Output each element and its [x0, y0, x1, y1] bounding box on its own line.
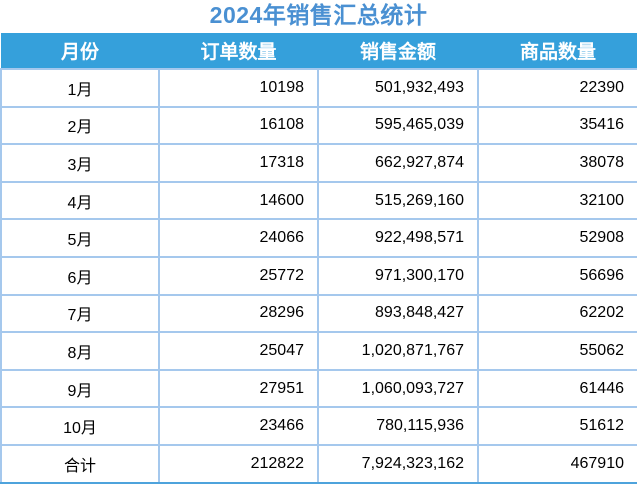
header-orders: 订单数量 — [159, 33, 318, 69]
month-cell: 1月 — [0, 68, 160, 108]
orders-cell: 17318 — [158, 143, 319, 183]
quantity-cell: 61446 — [477, 368, 637, 409]
table-row: 2月 16108 595,465,039 35416 — [0, 105, 637, 146]
table-header-row: 月份 订单数量 销售金额 商品数量 — [1, 33, 637, 69]
total-orders-cell: 212822 — [158, 443, 319, 484]
month-cell: 7月 — [0, 293, 160, 334]
month-cell: 4月 — [0, 180, 160, 221]
sales-cell: 1,020,871,767 — [317, 331, 479, 371]
orders-cell: 28296 — [158, 293, 319, 334]
sales-cell: 922,498,571 — [317, 218, 479, 258]
table-total-row: 合计 212822 7,924,323,162 467910 — [0, 443, 637, 484]
table-row: 6月 25772 971,300,170 56696 — [0, 255, 637, 296]
sales-cell: 595,465,039 — [317, 105, 479, 146]
orders-cell: 27951 — [158, 368, 319, 409]
month-cell: 8月 — [0, 331, 160, 371]
sales-cell: 501,932,493 — [317, 68, 479, 108]
quantity-cell: 38078 — [477, 143, 637, 183]
orders-cell: 10198 — [158, 68, 319, 108]
table-row: 5月 24066 922,498,571 52908 — [0, 218, 637, 258]
table-row: 4月 14600 515,269,160 32100 — [0, 180, 637, 221]
sales-cell: 662,927,874 — [317, 143, 479, 183]
total-sales-cell: 7,924,323,162 — [317, 443, 479, 484]
total-label-cell: 合计 — [0, 443, 160, 484]
table-row: 9月 27951 1,060,093,727 61446 — [0, 368, 637, 409]
quantity-cell: 62202 — [477, 293, 637, 334]
quantity-cell: 55062 — [477, 331, 637, 371]
orders-cell: 23466 — [158, 406, 319, 446]
month-cell: 9月 — [0, 368, 160, 409]
header-quantity: 商品数量 — [478, 33, 637, 69]
sales-cell: 1,060,093,727 — [317, 368, 479, 409]
month-cell: 3月 — [0, 143, 160, 183]
month-cell: 10月 — [0, 406, 160, 446]
month-cell: 2月 — [0, 105, 160, 146]
orders-cell: 24066 — [158, 218, 319, 258]
quantity-cell: 35416 — [477, 105, 637, 146]
orders-cell: 25772 — [158, 255, 319, 296]
orders-cell: 16108 — [158, 105, 319, 146]
sales-cell: 971,300,170 — [317, 255, 479, 296]
table-row: 8月 25047 1,020,871,767 55062 — [0, 331, 637, 371]
table-row: 3月 17318 662,927,874 38078 — [0, 143, 637, 183]
sales-cell: 893,848,427 — [317, 293, 479, 334]
quantity-cell: 32100 — [477, 180, 637, 221]
month-cell: 6月 — [0, 255, 160, 296]
table-row: 7月 28296 893,848,427 62202 — [0, 293, 637, 334]
total-quantity-cell: 467910 — [477, 443, 637, 484]
sales-cell: 780,115,936 — [317, 406, 479, 446]
header-sales: 销售金额 — [318, 33, 478, 69]
month-cell: 5月 — [0, 218, 160, 258]
table-row: 10月 23466 780,115,936 51612 — [0, 406, 637, 446]
header-month: 月份 — [1, 33, 159, 69]
sales-summary-table: 月份 订单数量 销售金额 商品数量 1月 10198 501,932,493 2… — [0, 33, 637, 484]
table-row: 1月 10198 501,932,493 22390 — [0, 68, 637, 108]
orders-cell: 25047 — [158, 331, 319, 371]
quantity-cell: 56696 — [477, 255, 637, 296]
orders-cell: 14600 — [158, 180, 319, 221]
quantity-cell: 52908 — [477, 218, 637, 258]
quantity-cell: 51612 — [477, 406, 637, 446]
quantity-cell: 22390 — [477, 68, 637, 108]
page-title: 2024年销售汇总统计 — [209, 2, 428, 28]
sales-cell: 515,269,160 — [317, 180, 479, 221]
